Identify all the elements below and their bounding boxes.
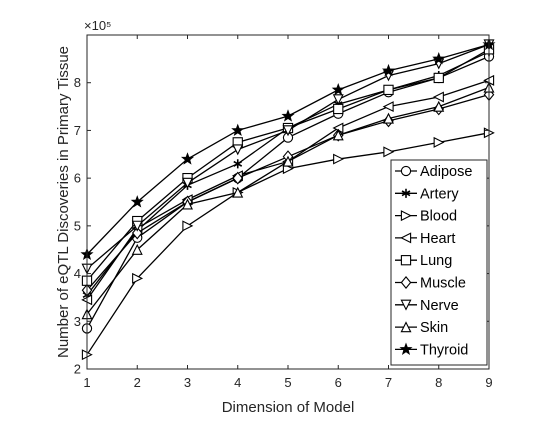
data-point-skin bbox=[433, 100, 445, 112]
data-point-nerve bbox=[182, 177, 193, 189]
data-point-skin bbox=[131, 243, 143, 255]
legend-item-blood: Blood bbox=[395, 209, 457, 225]
data-point-nerve bbox=[282, 125, 294, 137]
data-point-blood bbox=[132, 272, 144, 284]
data-point-thyroid bbox=[331, 83, 345, 96]
legend-label-adipose: Adipose bbox=[420, 164, 472, 180]
data-point-blood bbox=[182, 220, 194, 232]
data-point-skin bbox=[332, 129, 344, 141]
x-tick-label: 1 bbox=[83, 375, 90, 390]
data-point-heart bbox=[382, 101, 394, 113]
legend-item-artery: Artery bbox=[395, 186, 459, 202]
legend-marker-adipose bbox=[400, 165, 412, 177]
legend-marker-thyroid bbox=[399, 342, 413, 355]
data-point-muscle bbox=[232, 171, 244, 185]
legend-item-lung: Lung bbox=[395, 253, 452, 269]
x-axis-label: Dimension of Model bbox=[222, 399, 355, 416]
series-nerve bbox=[81, 39, 495, 275]
data-point-skin bbox=[383, 112, 394, 124]
data-point-blood bbox=[333, 153, 345, 165]
legend-item-nerve: Nerve bbox=[395, 298, 459, 314]
legend-item-adipose: Adipose bbox=[395, 164, 472, 180]
data-point-skin bbox=[182, 198, 193, 210]
data-point-blood bbox=[433, 136, 445, 148]
legend-marker-artery bbox=[401, 188, 411, 198]
data-point-skin bbox=[232, 186, 244, 198]
y-tick-label: 6 bbox=[74, 171, 81, 186]
x-tick-label: 2 bbox=[134, 375, 141, 390]
data-point-nerve bbox=[332, 94, 344, 106]
legend-label-nerve: Nerve bbox=[420, 298, 459, 314]
data-point-thyroid bbox=[381, 63, 396, 77]
legend-marker-muscle bbox=[400, 276, 412, 289]
data-point-blood bbox=[383, 146, 395, 158]
y-tick-label: 2 bbox=[74, 362, 81, 377]
x-tick-label: 5 bbox=[284, 375, 291, 390]
data-point-thyroid bbox=[180, 152, 195, 165]
legend-label-thyroid: Thyroid bbox=[420, 342, 468, 358]
data-point-thyroid bbox=[281, 109, 295, 122]
y-exponent-label: ×10⁵ bbox=[84, 18, 111, 33]
legend-marker-lung bbox=[400, 255, 412, 266]
y-tick-label: 3 bbox=[74, 314, 81, 329]
x-tick-label: 6 bbox=[335, 375, 342, 390]
x-tick-label: 3 bbox=[184, 375, 191, 390]
data-point-thyroid bbox=[432, 52, 446, 65]
data-point-lung bbox=[433, 72, 444, 84]
legend-marker-nerve bbox=[400, 299, 412, 311]
legend-item-muscle: Muscle bbox=[395, 276, 466, 292]
data-point-skin bbox=[282, 155, 294, 167]
legend-marker-blood bbox=[400, 210, 412, 222]
y-tick-label: 5 bbox=[74, 218, 81, 233]
data-point-nerve bbox=[131, 220, 143, 232]
data-point-thyroid bbox=[231, 123, 245, 136]
legend-label-lung: Lung bbox=[420, 253, 452, 269]
data-point-muscle bbox=[131, 226, 143, 240]
data-point-heart bbox=[432, 91, 444, 103]
data-point-lung bbox=[333, 103, 344, 115]
legend: Adipose Artery Blood Heart Lung Muscle Nerve Sk… bbox=[390, 159, 488, 366]
y-tick-label: 8 bbox=[74, 75, 81, 90]
data-point-thyroid bbox=[130, 195, 144, 208]
x-tick-label: 9 bbox=[485, 375, 492, 390]
legend-label-muscle: Muscle bbox=[420, 276, 466, 292]
x-tick-label: 7 bbox=[385, 375, 392, 390]
data-point-artery bbox=[233, 159, 243, 169]
legend-marker-heart bbox=[400, 232, 412, 244]
legend-item-thyroid: Thyroid bbox=[395, 342, 468, 358]
legend-item-heart: Heart bbox=[395, 231, 455, 247]
legend-label-heart: Heart bbox=[420, 231, 455, 247]
y-axis-label: Number of eQTL Discoveries in Primary Ti… bbox=[55, 46, 72, 358]
x-tick-label: 4 bbox=[234, 375, 241, 390]
legend-marker-skin bbox=[400, 321, 412, 333]
y-tick-label: 7 bbox=[74, 123, 81, 138]
data-point-lung bbox=[383, 84, 394, 96]
data-point-nerve bbox=[232, 144, 244, 156]
legend-label-blood: Blood bbox=[420, 209, 457, 225]
legend-label-artery: Artery bbox=[420, 186, 459, 202]
x-tick-label: 8 bbox=[435, 375, 442, 390]
legend-item-skin: Skin bbox=[395, 320, 448, 336]
legend-label-skin: Skin bbox=[420, 320, 448, 336]
y-tick-label: 4 bbox=[74, 266, 81, 281]
